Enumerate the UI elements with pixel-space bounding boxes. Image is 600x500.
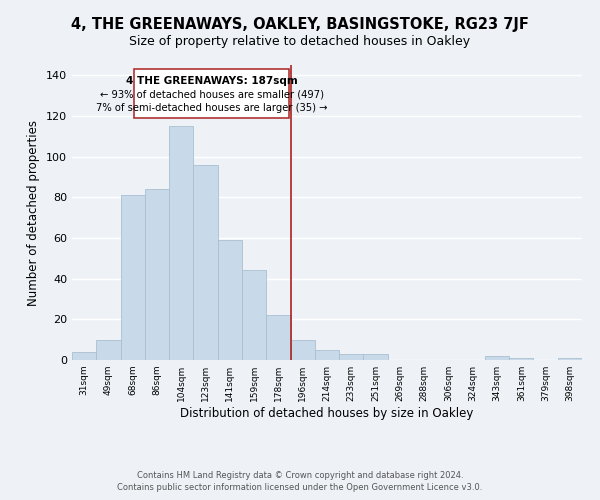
Text: Size of property relative to detached houses in Oakley: Size of property relative to detached ho… xyxy=(130,35,470,48)
Y-axis label: Number of detached properties: Number of detached properties xyxy=(28,120,40,306)
Bar xyxy=(509,358,533,360)
Bar xyxy=(96,340,121,360)
Bar xyxy=(145,189,169,360)
Text: Contains HM Land Registry data © Crown copyright and database right 2024.: Contains HM Land Registry data © Crown c… xyxy=(137,472,463,480)
Bar xyxy=(364,354,388,360)
Text: 4 THE GREENAWAYS: 187sqm: 4 THE GREENAWAYS: 187sqm xyxy=(126,76,298,86)
Bar xyxy=(315,350,339,360)
FancyBboxPatch shape xyxy=(134,69,289,118)
Bar xyxy=(169,126,193,360)
Bar xyxy=(485,356,509,360)
Bar xyxy=(218,240,242,360)
Bar xyxy=(121,195,145,360)
Bar xyxy=(290,340,315,360)
Text: 7% of semi-detached houses are larger (35) →: 7% of semi-detached houses are larger (3… xyxy=(96,103,328,113)
Bar xyxy=(72,352,96,360)
Bar xyxy=(339,354,364,360)
Text: ← 93% of detached houses are smaller (497): ← 93% of detached houses are smaller (49… xyxy=(100,90,323,100)
Bar xyxy=(242,270,266,360)
Bar xyxy=(193,164,218,360)
X-axis label: Distribution of detached houses by size in Oakley: Distribution of detached houses by size … xyxy=(181,407,473,420)
Text: Contains public sector information licensed under the Open Government Licence v3: Contains public sector information licen… xyxy=(118,483,482,492)
Bar xyxy=(266,315,290,360)
Text: 4, THE GREENAWAYS, OAKLEY, BASINGSTOKE, RG23 7JF: 4, THE GREENAWAYS, OAKLEY, BASINGSTOKE, … xyxy=(71,18,529,32)
Bar xyxy=(558,358,582,360)
